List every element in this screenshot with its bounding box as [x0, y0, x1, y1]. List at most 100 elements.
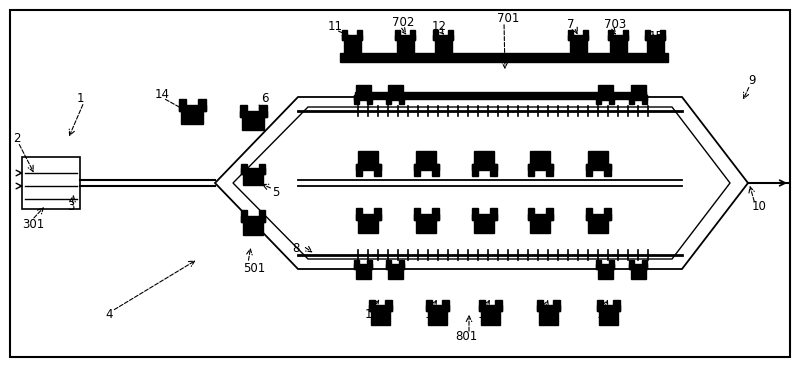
Bar	[178, 105, 206, 111]
Bar	[416, 151, 436, 164]
Bar	[598, 311, 618, 325]
Bar	[258, 164, 265, 174]
Bar	[369, 300, 374, 311]
Bar	[355, 269, 370, 279]
Bar	[471, 164, 478, 176]
Bar	[596, 95, 614, 100]
Bar	[597, 305, 619, 311]
Bar	[610, 40, 626, 53]
Bar	[367, 260, 372, 269]
Bar	[414, 164, 420, 176]
Bar	[588, 151, 608, 164]
Text: 3: 3	[67, 200, 74, 214]
Bar	[395, 35, 415, 40]
Bar	[354, 95, 359, 104]
Bar	[22, 157, 80, 209]
Bar	[342, 35, 362, 40]
Bar	[386, 260, 391, 269]
Text: 703: 703	[604, 18, 626, 30]
Bar	[478, 305, 502, 311]
Text: 7: 7	[567, 18, 574, 30]
Bar	[495, 300, 502, 311]
Text: 133: 133	[478, 309, 500, 321]
Bar	[646, 40, 663, 53]
Text: 131: 131	[365, 309, 387, 321]
Bar	[586, 164, 592, 176]
Bar	[181, 111, 203, 124]
Bar	[386, 264, 404, 269]
Bar	[198, 99, 206, 111]
Bar	[358, 151, 378, 164]
Bar	[586, 214, 610, 220]
Bar	[588, 220, 608, 233]
Text: 134: 134	[538, 309, 560, 321]
Bar	[608, 35, 628, 40]
Bar	[642, 95, 647, 104]
Text: 132: 132	[425, 309, 447, 321]
Bar	[355, 208, 362, 220]
Text: 702: 702	[392, 17, 414, 29]
Bar	[629, 95, 647, 100]
Bar	[630, 269, 646, 279]
Polygon shape	[215, 97, 748, 269]
Text: 10: 10	[752, 200, 767, 214]
Text: 14: 14	[155, 88, 170, 102]
Bar	[387, 269, 402, 279]
Bar	[527, 214, 553, 220]
Bar	[434, 40, 451, 53]
Text: 15: 15	[649, 30, 664, 44]
Bar	[432, 208, 438, 220]
Bar	[426, 305, 449, 311]
Bar	[358, 220, 378, 233]
Text: 8: 8	[293, 243, 300, 255]
Bar	[471, 214, 497, 220]
Bar	[243, 222, 263, 235]
Bar	[355, 214, 381, 220]
Text: 11: 11	[328, 21, 343, 33]
Bar	[241, 168, 265, 174]
Bar	[242, 117, 264, 130]
Bar	[259, 105, 266, 117]
Text: 6: 6	[261, 92, 269, 105]
Bar	[598, 85, 613, 95]
Bar	[609, 260, 614, 269]
Text: ......: ......	[494, 105, 516, 115]
Bar	[478, 300, 485, 311]
Bar	[367, 95, 372, 104]
Text: 701: 701	[497, 12, 519, 25]
Bar	[395, 30, 400, 40]
Bar	[387, 85, 402, 95]
Bar	[357, 30, 362, 40]
Bar	[355, 85, 370, 95]
Bar	[629, 95, 634, 104]
Bar	[608, 30, 614, 40]
Bar	[586, 164, 610, 170]
Bar	[645, 35, 665, 40]
Bar	[629, 264, 647, 269]
Bar	[527, 208, 534, 220]
Text: 135: 135	[597, 309, 619, 321]
Bar	[410, 30, 415, 40]
Bar	[342, 30, 347, 40]
Bar	[354, 264, 372, 269]
Bar	[471, 164, 497, 170]
Bar	[427, 311, 446, 325]
Text: 4: 4	[105, 309, 113, 321]
Bar	[490, 208, 497, 220]
Polygon shape	[233, 107, 730, 259]
Bar	[239, 111, 266, 117]
Bar	[586, 208, 592, 220]
Bar	[426, 300, 432, 311]
Bar	[537, 300, 542, 311]
Bar	[570, 40, 586, 53]
Bar	[399, 95, 404, 104]
Bar	[530, 151, 550, 164]
Bar	[645, 30, 650, 40]
Bar	[241, 210, 247, 222]
Bar	[374, 164, 381, 176]
Bar	[530, 220, 550, 233]
Bar	[568, 30, 574, 40]
Bar	[554, 300, 559, 311]
Bar	[414, 164, 438, 170]
Bar	[582, 30, 588, 40]
